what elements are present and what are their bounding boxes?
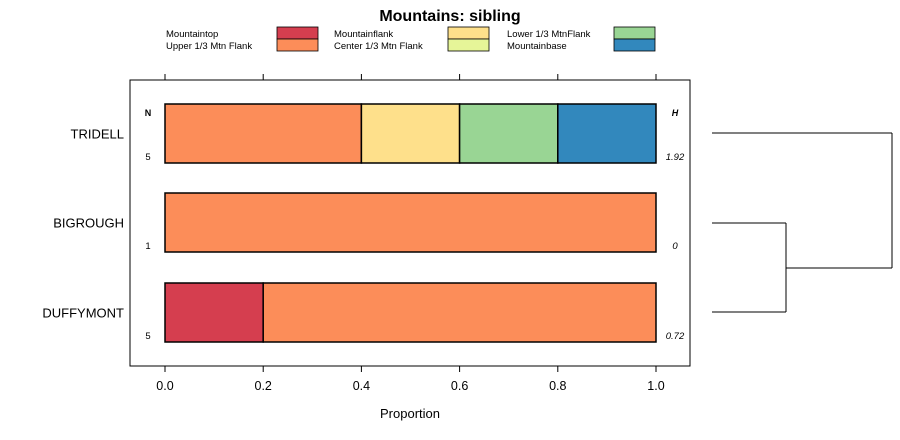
- plot-panel-frame: [129, 79, 691, 367]
- bar-tridell-mountainflank: [360, 103, 461, 164]
- legend-label-center-1-3-mtn-flank: Center 1/3 Mtn Flank: [334, 41, 423, 52]
- bar-tridell-mountainbase: [557, 103, 657, 164]
- category-label-bigrough: BIGROUGH: [53, 216, 124, 231]
- legend-label-lower-1-3-mtnflank: Lower 1/3 MtnFlank: [507, 29, 591, 40]
- legend-swatch-lower-1-3-mtnflank: [613, 26, 656, 40]
- x-axis-title: Proportion: [380, 406, 440, 421]
- x-tick-label: 0.2: [255, 379, 272, 393]
- n-value-bigrough: 1: [145, 241, 150, 252]
- x-axis: 0.0 0.2 0.4 0.6 0.8 1.0: [156, 74, 665, 393]
- x-tick-label: 1.0: [647, 379, 664, 393]
- legend-label-upper-1-3-mtn-flank: Upper 1/3 Mtn Flank: [166, 41, 252, 52]
- bar-duffymont-upper-1-3-mtn-flank: [262, 282, 657, 343]
- x-tick-label: 0.8: [549, 379, 566, 393]
- legend-swatch-mountaintop: [276, 26, 319, 40]
- bar-tridell-upper-1-3-mtn-flank: [164, 103, 363, 164]
- h-column-header: H: [672, 108, 679, 118]
- h-value-tridell: 1.92: [666, 152, 685, 163]
- bar-bigrough-upper-1-3-mtn-flank: [164, 192, 657, 253]
- category-label-tridell: TRIDELL: [71, 127, 124, 142]
- legend-swatch-mountainbase: [613, 38, 656, 52]
- legend-label-mountainflank: Mountainflank: [334, 29, 393, 40]
- x-tick-label: 0.0: [156, 379, 173, 393]
- category-label-duffymont: DUFFYMONT: [42, 306, 124, 321]
- dendrogram: [712, 132, 893, 313]
- n-value-tridell: 5: [145, 152, 150, 163]
- legend-label-mountainbase: Mountainbase: [507, 41, 567, 52]
- n-value-duffymont: 5: [145, 331, 150, 342]
- h-value-bigrough: 0: [672, 241, 678, 252]
- x-tick-label: 0.6: [451, 379, 468, 393]
- n-column-header: N: [145, 108, 152, 118]
- h-value-duffymont: 0.72: [666, 331, 685, 342]
- bar-rows: TRIDELL 5 1.92 BIGROUGH 1 0 DUFFYMONT 5 0.72: [42, 103, 685, 343]
- legend-swatch-center-1-3-mtn-flank: [447, 38, 490, 52]
- bar-duffymont-mountaintop: [164, 282, 264, 343]
- x-tick-label: 0.4: [353, 379, 370, 393]
- bar-tridell-lower-1-3-mtnflank: [458, 103, 559, 164]
- legend-swatch-upper-1-3-mtn-flank: [276, 38, 319, 52]
- chart-title: Mountains: sibling: [379, 8, 520, 25]
- legend-swatch-mountainflank: [447, 26, 490, 40]
- legend-label-mountaintop: Mountaintop: [166, 29, 218, 40]
